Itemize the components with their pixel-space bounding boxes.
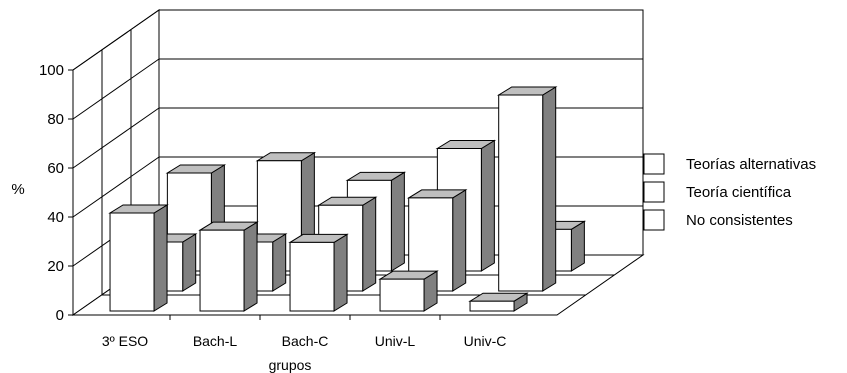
- bar-side: [480, 139, 495, 272]
- x-tick-label: Univ-L: [375, 333, 416, 349]
- bar: [378, 270, 439, 312]
- bar-side: [362, 196, 377, 292]
- bar: [108, 204, 169, 312]
- bar-front: [289, 241, 335, 312]
- legend-label-teorias-alternativas: Teorías alternativas: [686, 156, 816, 173]
- bar-front: [498, 94, 544, 292]
- bar-front: [199, 229, 245, 312]
- legend-swatch-no-consistentes: [643, 209, 665, 231]
- legend-swatch-teorias-alternativas: [643, 153, 665, 175]
- y-tick-label: 0: [56, 307, 64, 324]
- bar-side: [153, 204, 168, 312]
- bar: [198, 221, 259, 312]
- gridline-side: [72, 156, 160, 218]
- x-tick-label: Univ-C: [464, 333, 507, 349]
- bar: [468, 292, 529, 312]
- gridline-side: [72, 9, 160, 71]
- bar-side: [570, 220, 585, 272]
- bar-side: [390, 171, 405, 272]
- bar-side: [452, 189, 467, 292]
- bar-front: [379, 278, 425, 312]
- y-axis-label: %: [11, 181, 24, 198]
- legend-swatch-teoria-cientifica: [643, 181, 665, 203]
- axes: 0 20 40 60 80 100 3º ESO Bach-L Bach-C Univ-L Univ…: [39, 62, 557, 349]
- x-tick-label: 3º ESO: [102, 333, 148, 349]
- bar-front: [109, 212, 155, 312]
- bar-side: [182, 233, 197, 292]
- y-tick-label: 20: [47, 258, 64, 275]
- bar-front: [469, 300, 515, 312]
- gridline-side: [72, 107, 160, 169]
- legend-label-no-consistentes: No consistentes: [686, 212, 793, 229]
- y-tick-label: 40: [47, 209, 64, 226]
- bar-side: [272, 233, 287, 292]
- legend-label-teoria-cientifica: Teoría científica: [686, 184, 792, 201]
- bars: [108, 86, 587, 312]
- gridline-side: [72, 58, 160, 120]
- bar: [288, 233, 349, 312]
- x-tick-label: Bach-C: [282, 333, 329, 349]
- y-tick-label: 80: [47, 111, 64, 128]
- y-tick-label: 100: [39, 62, 64, 79]
- bar-side: [542, 86, 557, 292]
- legend: Teorías alternativas Teoría científica N…: [643, 153, 816, 231]
- y-tick-label: 60: [47, 160, 64, 177]
- bar-side: [333, 233, 348, 312]
- x-tick-label: Bach-L: [193, 333, 238, 349]
- bar: [496, 86, 558, 292]
- bar-side: [243, 221, 258, 312]
- x-axis-label: grupos: [269, 357, 312, 373]
